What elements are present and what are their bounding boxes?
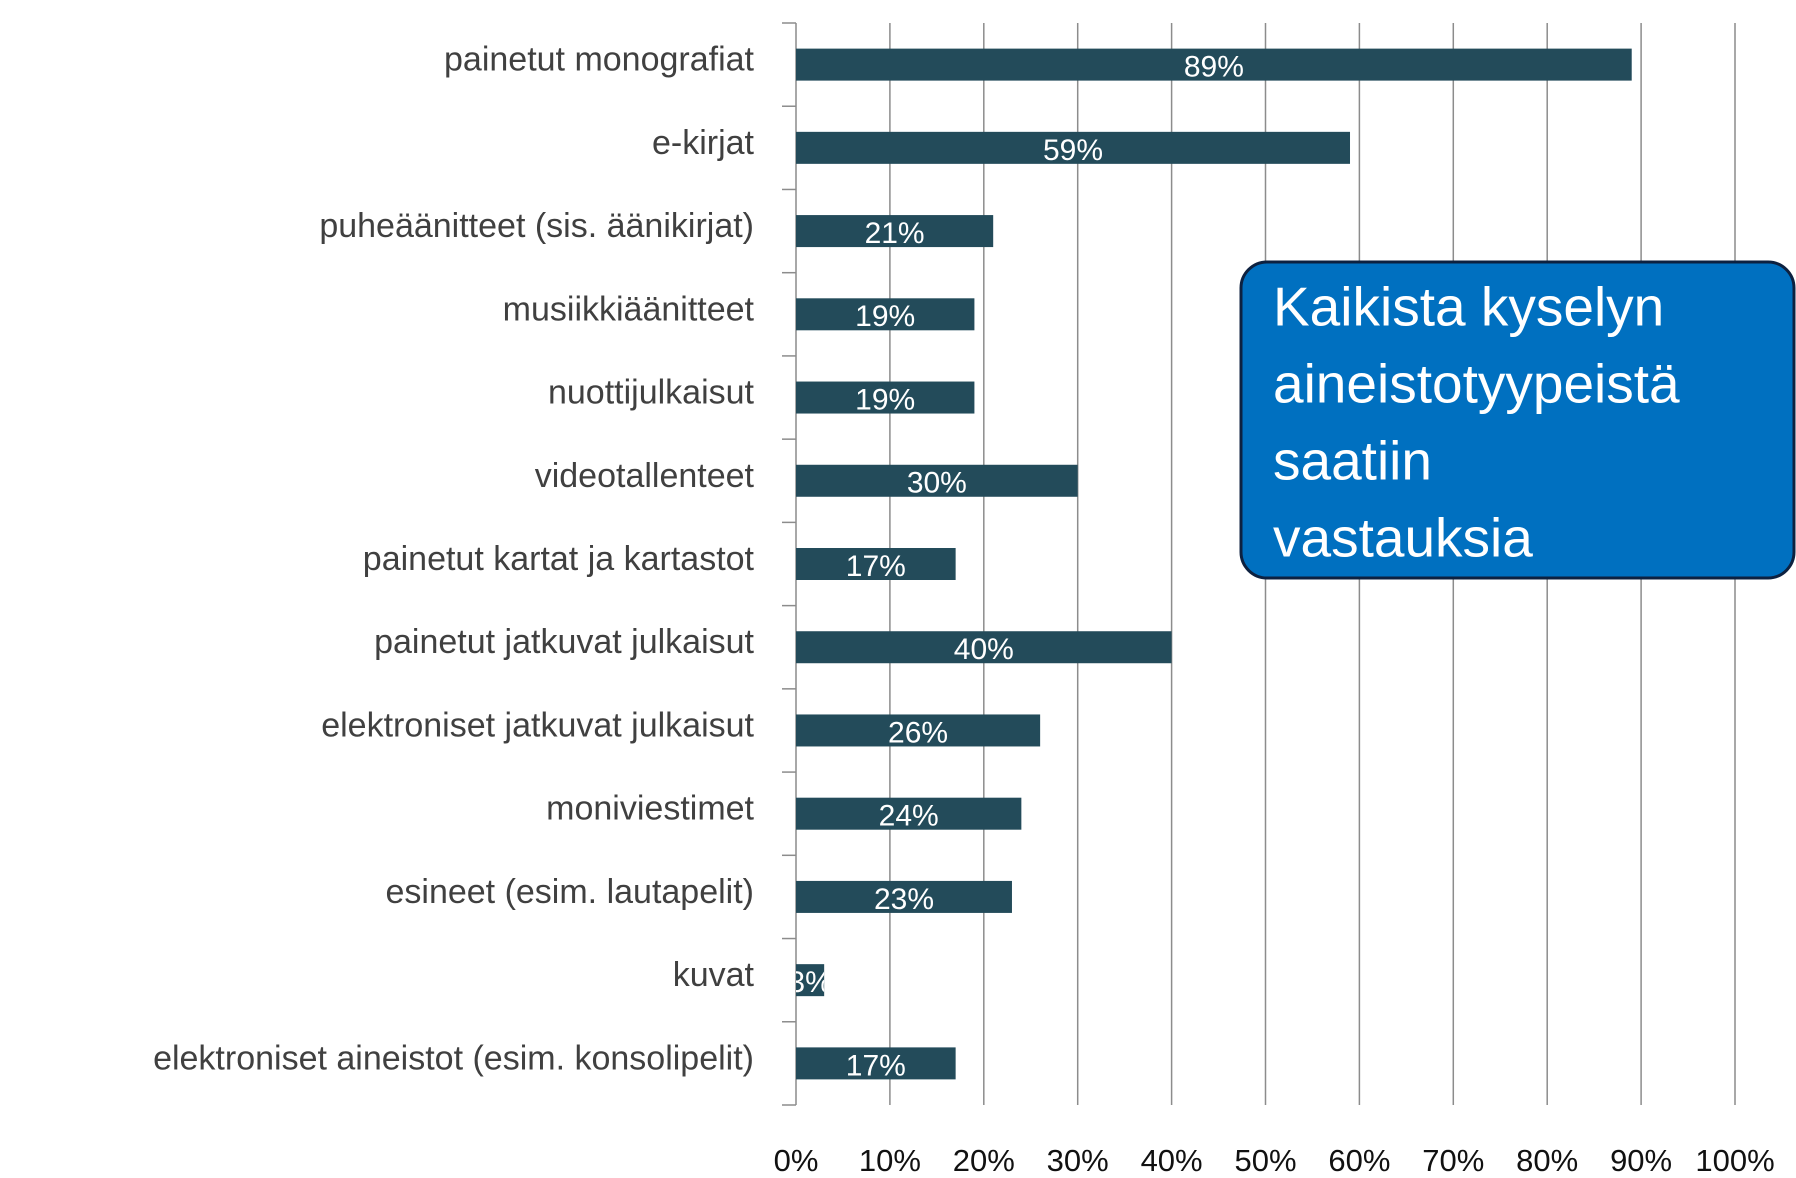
x-tick-label: 0% xyxy=(774,1143,819,1178)
category-label: painetut kartat ja kartastot xyxy=(363,540,755,578)
category-label: videotallenteet xyxy=(535,457,755,495)
category-label: nuottijulkaisut xyxy=(548,374,755,412)
x-tick-label: 40% xyxy=(1141,1143,1203,1178)
x-tick-label: 20% xyxy=(953,1143,1015,1178)
annotation-box: Kaikista kyselyn aineistotyypeistä saatiin… xyxy=(1239,260,1796,580)
bar xyxy=(796,131,1351,164)
category-label: moniviestimet xyxy=(546,790,754,828)
category-label: elektroniset jatkuvat julkaisut xyxy=(321,706,754,744)
data-label: 40% xyxy=(954,633,1014,666)
data-label: 59% xyxy=(1043,134,1103,167)
bar xyxy=(796,1047,956,1080)
bar xyxy=(796,464,1078,497)
data-label: 19% xyxy=(855,300,915,333)
data-label: 19% xyxy=(855,383,915,416)
bar xyxy=(796,215,994,248)
bar xyxy=(796,48,1632,81)
category-label: painetut monografiat xyxy=(444,41,755,79)
annotation-text: aineistotyypeistä xyxy=(1273,353,1680,415)
data-label: 26% xyxy=(888,716,948,749)
annotation-background xyxy=(1239,260,1796,580)
annotation-text: saatiin xyxy=(1273,430,1432,492)
data-label: 30% xyxy=(907,467,967,500)
category-label: esineet (esim. lautapelit) xyxy=(385,873,754,911)
bar xyxy=(796,298,975,331)
data-label: 24% xyxy=(879,800,939,833)
bar xyxy=(796,631,1172,664)
bar xyxy=(796,548,956,580)
category-label: kuvat xyxy=(673,956,755,994)
data-label: 21% xyxy=(865,217,925,250)
x-tick-label: 80% xyxy=(1516,1143,1578,1178)
data-label: 23% xyxy=(874,883,934,916)
x-tick-label: 100% xyxy=(1695,1143,1774,1178)
category-label: elektroniset aineistot (esim. konsolipel… xyxy=(153,1039,754,1077)
data-label: 17% xyxy=(846,1049,906,1082)
annotation-text: Kaikista kyselyn xyxy=(1273,276,1664,338)
category-label: e-kirjat xyxy=(652,124,755,162)
x-tick-label: 60% xyxy=(1328,1143,1390,1178)
bar xyxy=(796,714,1041,747)
bar xyxy=(796,797,1022,830)
bar xyxy=(796,880,1012,913)
data-label: 17% xyxy=(846,550,906,583)
x-tick-label: 90% xyxy=(1610,1143,1672,1178)
category-label: musiikkiäänitteet xyxy=(503,290,755,328)
x-tick-label: 70% xyxy=(1422,1143,1484,1178)
x-tick-label: 30% xyxy=(1047,1143,1109,1178)
category-label: painetut jatkuvat julkaisut xyxy=(374,623,754,661)
category-label: puheäänitteet (sis. äänikirjat) xyxy=(319,207,754,245)
x-tick-label: 50% xyxy=(1234,1143,1296,1178)
bar xyxy=(796,964,825,997)
data-label: 89% xyxy=(1184,51,1244,84)
x-tick-label: 10% xyxy=(859,1143,921,1178)
annotation-text: vastauksia xyxy=(1273,507,1533,569)
bar xyxy=(796,381,975,414)
data-label: 3% xyxy=(788,966,831,999)
